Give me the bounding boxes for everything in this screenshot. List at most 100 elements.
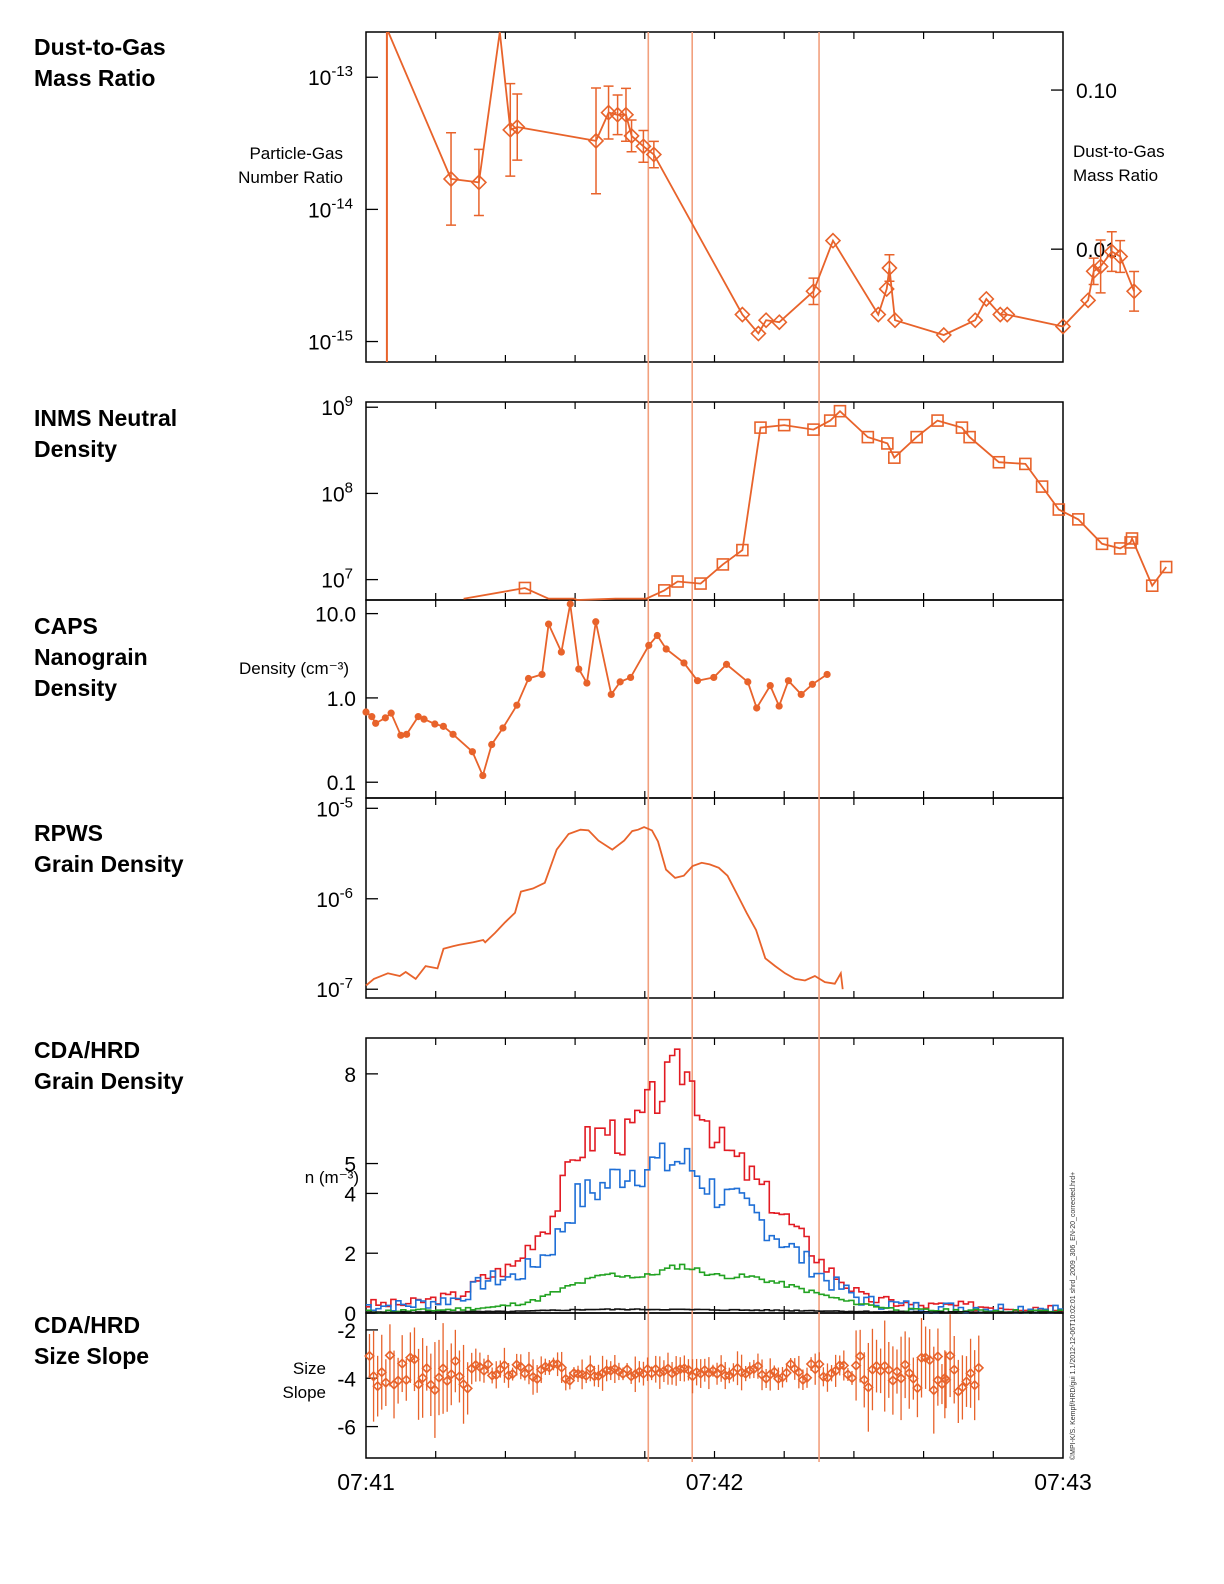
y-tick-label: 107 xyxy=(321,566,353,593)
diamond-marker xyxy=(1125,283,1143,300)
x-tick-label: 07:41 xyxy=(337,1469,395,1495)
x-tick-label: 07:42 xyxy=(686,1469,744,1495)
diamond-marker xyxy=(824,232,842,249)
dot-marker xyxy=(626,673,635,682)
diamond-marker xyxy=(916,1352,927,1364)
diamond-marker xyxy=(805,283,822,300)
y-tick-label: -2 xyxy=(337,1320,356,1343)
credit-text: ©MPI-K/S. Kempf/HRD/gui 1.1/2012-12-06T1… xyxy=(1069,1172,1077,1460)
diamond-marker xyxy=(886,312,904,329)
dot-marker xyxy=(372,719,380,727)
error-bar xyxy=(1115,239,1126,274)
x-tick-label: 07:43 xyxy=(1034,1469,1092,1495)
diamond-marker xyxy=(891,1366,903,1377)
dot-marker xyxy=(397,731,405,739)
diamond-marker xyxy=(773,1373,784,1385)
diamond-marker xyxy=(903,1367,915,1379)
diamond-marker xyxy=(597,1368,608,1379)
dot-marker xyxy=(693,677,702,685)
diamond-marker xyxy=(813,1358,825,1370)
error-bar xyxy=(512,93,523,161)
dot-marker xyxy=(524,674,533,683)
series-dust-to-gas xyxy=(385,31,1143,362)
label-caps: CAPS Nanograin Density xyxy=(34,613,148,701)
histogram-black xyxy=(366,1308,1063,1314)
dot-marker xyxy=(680,659,688,667)
diamond-marker xyxy=(564,1375,576,1386)
diamond-marker xyxy=(535,1364,547,1376)
diamond-marker xyxy=(768,1366,780,1378)
diamond-marker xyxy=(932,1351,944,1362)
ylabel-density-cm: Density (cm⁻³) xyxy=(239,659,349,678)
diamond-marker xyxy=(992,306,1009,323)
diamond-marker xyxy=(1112,248,1129,265)
diamond-marker xyxy=(482,1358,494,1370)
y-tick-label: 0 xyxy=(344,1303,356,1326)
label-dust-to-gas: Dust-to-Gas Mass Ratio xyxy=(34,34,166,91)
dot-marker xyxy=(513,701,521,709)
dot-marker xyxy=(468,748,476,756)
dot-marker xyxy=(797,690,805,699)
diamond-marker xyxy=(750,325,767,342)
diamond-marker xyxy=(384,1350,396,1361)
diamond-marker xyxy=(523,1362,535,1374)
diamond-marker xyxy=(368,1370,379,1382)
diamond-marker xyxy=(584,1363,596,1374)
diamond-marker xyxy=(478,1365,490,1377)
y-tick-label: 10-7 xyxy=(316,975,353,1002)
diamond-marker xyxy=(556,1362,568,1373)
dot-marker xyxy=(653,631,661,640)
y-tick-label: 4 xyxy=(344,1183,356,1206)
square-marker xyxy=(694,577,707,590)
y-tick-label: 5 xyxy=(344,1154,356,1177)
dot-marker xyxy=(488,740,496,749)
diamond-marker xyxy=(490,1369,502,1381)
error-bar xyxy=(1106,230,1117,273)
dot-marker xyxy=(566,600,574,608)
square-marker xyxy=(881,437,894,450)
dot-marker xyxy=(592,618,600,626)
dot-marker xyxy=(387,709,395,717)
diamond-marker xyxy=(858,1374,870,1386)
diamond-marker xyxy=(846,1372,858,1384)
diamond-marker xyxy=(683,1364,694,1376)
diamond-marker xyxy=(645,146,662,163)
diamond-marker xyxy=(1103,243,1120,260)
diamond-marker xyxy=(623,127,640,145)
diamond-marker xyxy=(834,1360,846,1371)
label-cda-slope: CDA/HRD Size Slope xyxy=(34,1312,150,1369)
panel-frame-3 xyxy=(365,599,1064,799)
diamond-marker xyxy=(413,1379,424,1390)
square-marker xyxy=(992,455,1006,469)
square-marker xyxy=(1035,480,1049,493)
y-tick-label: 108 xyxy=(321,479,353,506)
diamond-marker xyxy=(928,1384,940,1396)
panel-frame-4 xyxy=(365,797,1064,999)
diamond-marker xyxy=(593,1370,604,1382)
panel-frame-1 xyxy=(365,31,1064,363)
diamond-marker xyxy=(674,1363,686,1375)
series-inms xyxy=(463,404,1173,601)
diamond-marker xyxy=(826,1367,837,1379)
y-tick-label: 8 xyxy=(344,1064,356,1087)
diamond-marker xyxy=(499,1359,510,1371)
diamond-marker xyxy=(764,1369,776,1380)
dot-marker xyxy=(431,720,439,728)
line-inms xyxy=(463,409,1167,601)
diamond-marker xyxy=(589,1370,600,1382)
y2label-dust-to-gas: Dust-to-Gas xyxy=(1073,142,1165,161)
diamond-marker xyxy=(878,280,895,298)
diamond-marker xyxy=(519,1368,531,1379)
diamond-marker xyxy=(470,174,488,191)
diamond-marker xyxy=(392,1375,404,1387)
diamond-marker xyxy=(969,1379,980,1391)
error-bar xyxy=(808,277,819,306)
diamond-marker xyxy=(883,1364,895,1376)
error-bar xyxy=(884,254,895,282)
square-marker xyxy=(777,418,791,432)
square-marker xyxy=(888,451,901,464)
dot-marker xyxy=(439,722,447,730)
diamond-marker xyxy=(601,1365,612,1376)
dot-marker xyxy=(381,714,389,722)
dot-marker xyxy=(362,708,370,716)
